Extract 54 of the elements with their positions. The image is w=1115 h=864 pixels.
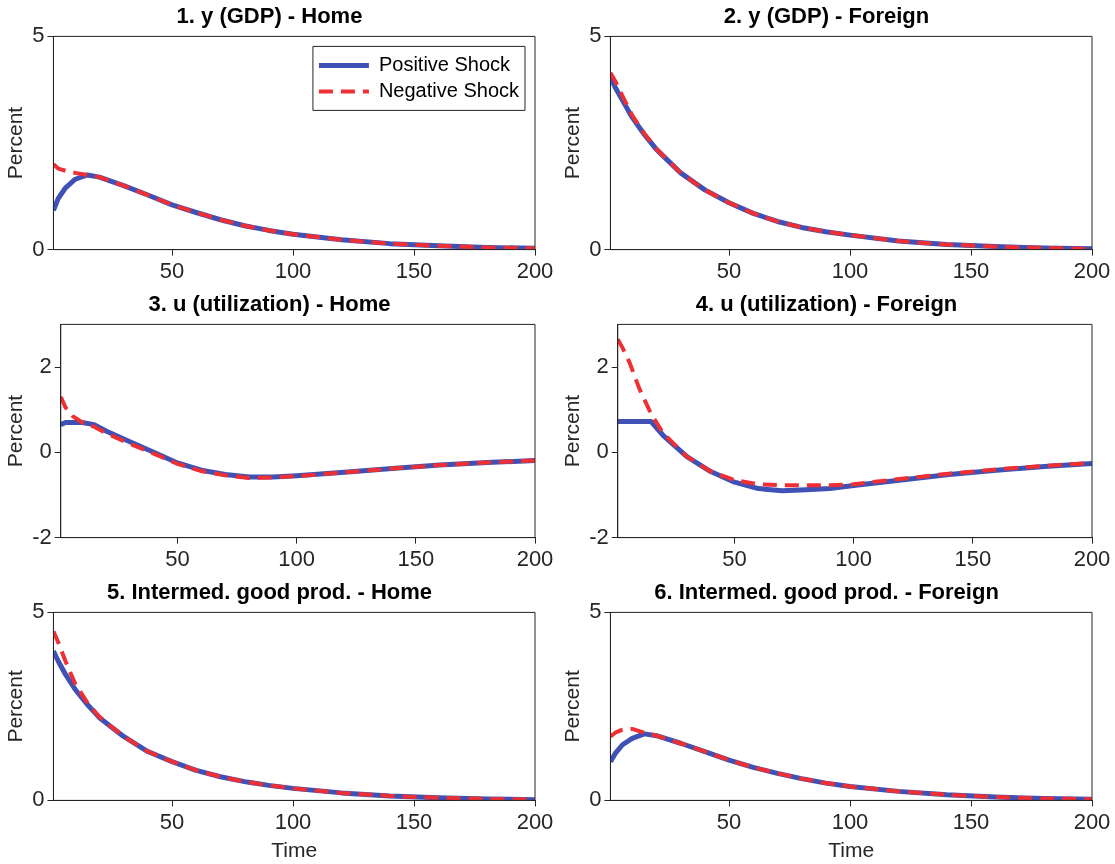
x-tick-label: 150 <box>395 257 433 283</box>
y-tick-label: 5 <box>32 598 45 624</box>
x-tick-label: 100 <box>274 257 312 283</box>
chart-title: 2. y (GDP) - Foreign <box>723 3 930 29</box>
chart-title: 3. u (utilization) - Home <box>148 291 391 317</box>
y-axis-title: Percent <box>3 394 27 468</box>
x-tick-label: 200 <box>1073 545 1111 571</box>
y-tick-label: 0 <box>32 235 45 261</box>
chart-title: 5. Intermed. good prod. - Home <box>106 579 433 605</box>
y-axis-title: Percent <box>560 670 584 743</box>
y-tick-label: 0 <box>589 786 602 812</box>
y-tick-label: 5 <box>589 598 602 624</box>
y-tick-label: 5 <box>589 22 602 48</box>
y-tick-label: 0 <box>589 235 602 261</box>
x-tick-label: 50 <box>159 808 185 834</box>
y-tick-label: 0 <box>39 438 52 464</box>
x-tick-label: 150 <box>952 808 990 834</box>
x-tick-label: 50 <box>165 545 190 571</box>
y-tick-label: -2 <box>589 523 609 549</box>
y-tick-label: 0 <box>32 786 45 812</box>
y-tick-label: 5 <box>32 22 45 48</box>
legend-label: Negative Shock <box>378 78 520 101</box>
legend-label: Positive Shock <box>378 52 512 75</box>
x-tick-label: 200 <box>1073 257 1111 283</box>
y-tick-label: 2 <box>596 353 609 379</box>
x-tick-label: 100 <box>274 808 312 834</box>
x-tick-label: 50 <box>716 257 742 283</box>
chart-title: 6. Intermed. good prod. - Foreign <box>654 579 999 605</box>
x-tick-label: 200 <box>516 257 554 283</box>
y-axis-title: Percent <box>3 670 27 743</box>
x-axis-title: Time <box>828 838 875 862</box>
chart-title: 4. u (utilization) - Foreign <box>695 291 958 317</box>
x-tick-label: 150 <box>397 545 435 571</box>
x-tick-label: 200 <box>516 808 554 834</box>
x-tick-label: 150 <box>952 257 990 283</box>
x-tick-label: 50 <box>716 808 742 834</box>
x-tick-label: 50 <box>159 257 185 283</box>
y-axis-title: Percent <box>560 106 584 180</box>
y-axis-title: Percent <box>3 106 27 180</box>
x-tick-label: 100 <box>831 808 869 834</box>
x-axis-title: Time <box>271 838 318 862</box>
x-tick-label: 100 <box>835 545 873 571</box>
x-tick-label: 100 <box>278 545 316 571</box>
x-tick-label: 100 <box>831 257 869 283</box>
x-tick-label: 200 <box>1073 808 1111 834</box>
x-tick-label: 150 <box>395 808 433 834</box>
x-tick-label: 150 <box>954 545 992 571</box>
y-tick-label: -2 <box>32 523 52 549</box>
y-tick-label: 0 <box>596 438 609 464</box>
chart-title: 1. y (GDP) - Home <box>176 3 363 29</box>
x-tick-label: 50 <box>722 545 747 571</box>
x-tick-label: 200 <box>516 545 554 571</box>
y-axis-title: Percent <box>560 394 584 468</box>
y-tick-label: 2 <box>39 353 52 379</box>
